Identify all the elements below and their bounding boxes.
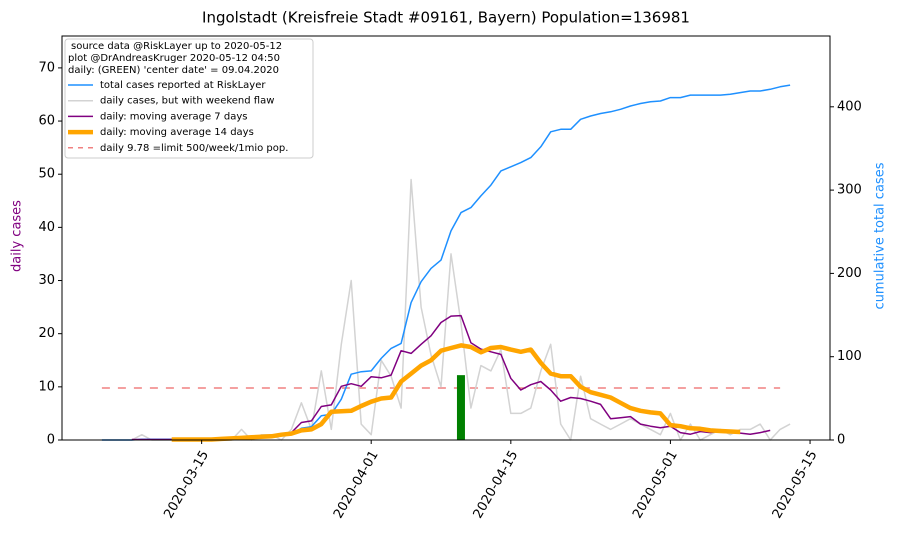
x-tick-label: 2020-05-15: [770, 448, 821, 521]
series-line: [101, 178, 791, 441]
legend-box: [64, 38, 314, 159]
y-tick-label: 40: [38, 220, 55, 235]
x-tick-label: 2020-04-15: [471, 448, 522, 521]
legend-label: total cases reported at RiskLayer: [100, 80, 266, 91]
y-tick-label: 10: [38, 379, 55, 394]
y-tick-label: 50: [38, 167, 55, 182]
x-tick-label: 2020-05-01: [630, 448, 681, 521]
legend-label: daily: moving average 14 days: [100, 127, 254, 138]
x-tick-label: 2020-03-15: [161, 448, 212, 521]
legend-label: daily: moving average 7 days: [100, 111, 247, 122]
y2-tick-label: 200: [837, 266, 862, 281]
y-tick-label: 0: [47, 433, 55, 448]
y2-tick-label: 400: [837, 99, 862, 114]
axes-frame: [61, 35, 831, 441]
y2-axis-label: cumulative total cases: [873, 162, 888, 309]
legend-title: plot @DrAndreasKruger 2020-05-12 04:50: [68, 53, 280, 64]
y2-tick-label: 100: [837, 349, 862, 364]
y2-tick-label: 300: [837, 183, 862, 198]
y-tick-label: 20: [38, 326, 55, 341]
legend-label: daily cases, but with weekend flaw: [100, 96, 274, 107]
legend-title: source data @RiskLayer up to 2020-05-12: [71, 41, 282, 52]
series-line: [171, 343, 741, 442]
y2-tick-label: 0: [837, 433, 845, 448]
legend-title: daily: (GREEN) 'center date' = 09.04.202…: [68, 65, 279, 76]
center-bar: [456, 375, 465, 440]
series-line: [131, 314, 771, 441]
chart-title: Ingolstadt (Kreisfreie Stadt #09161, Bay…: [202, 9, 690, 27]
y-tick-label: 70: [38, 60, 55, 75]
legend-label: daily 9.78 =limit 500/week/1mio pop.: [100, 143, 288, 154]
y-tick-label: 60: [38, 114, 55, 129]
y-axis-label: daily cases: [10, 200, 25, 272]
y-tick-label: 30: [38, 273, 55, 288]
plot-area: [101, 84, 791, 442]
x-tick-label: 2020-04-01: [331, 448, 382, 521]
